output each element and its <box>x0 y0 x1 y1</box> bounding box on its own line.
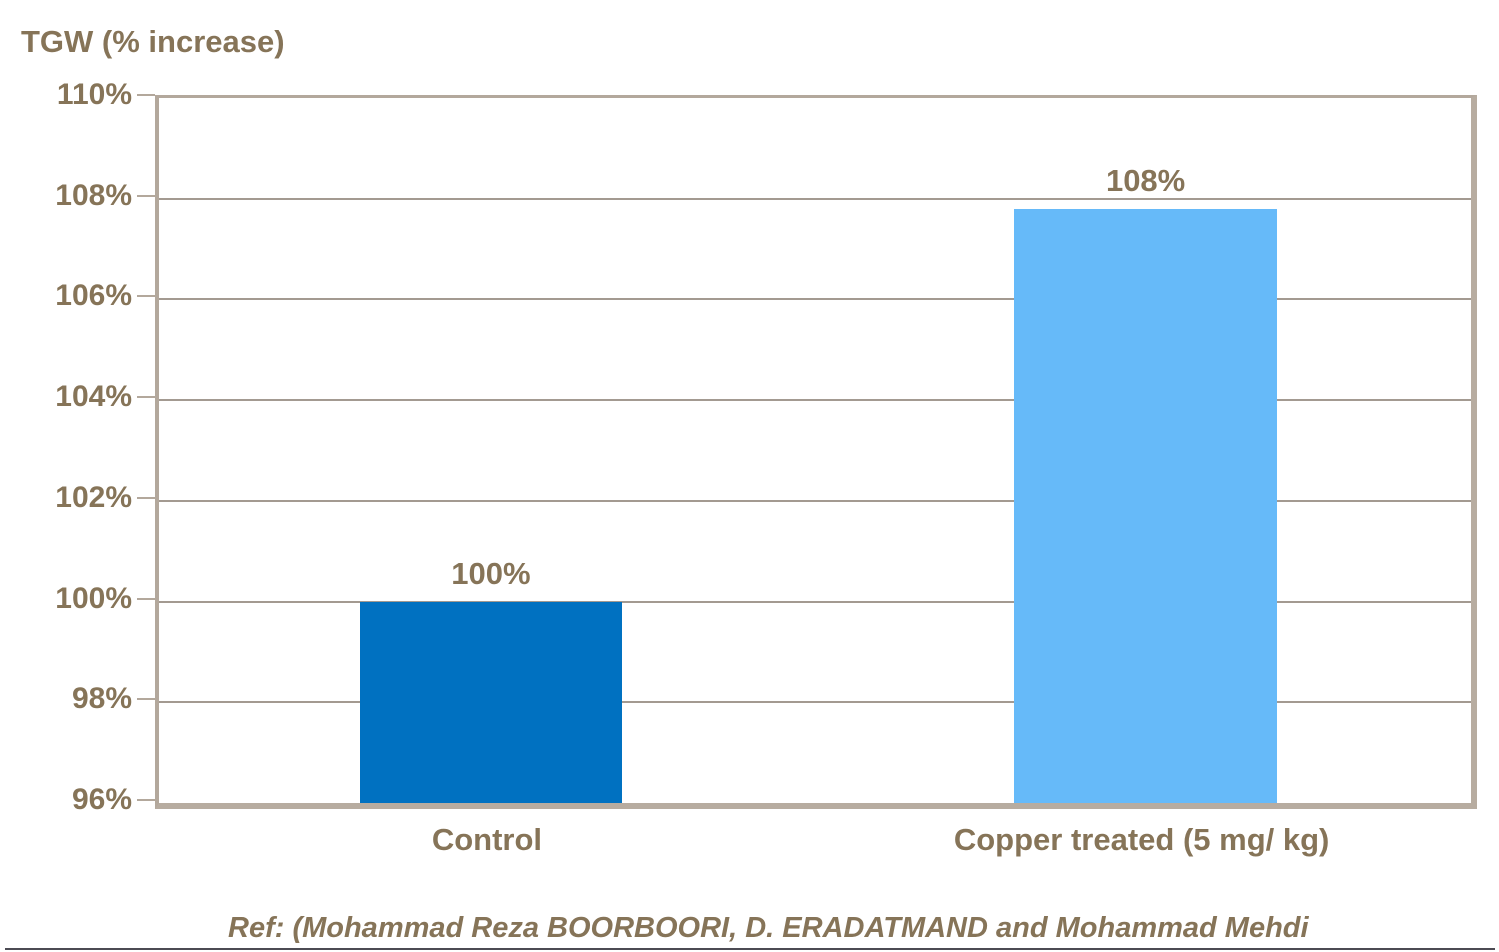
gridline <box>159 399 1471 402</box>
gridline <box>159 499 1471 502</box>
y-axis-tick <box>137 698 155 701</box>
y-axis-tick <box>137 396 155 399</box>
bar-copper-treated <box>1014 208 1277 803</box>
y-axis-tick <box>137 597 155 600</box>
y-axis-title: TGW (% increase) <box>21 24 285 59</box>
bar-value-label: 108% <box>1105 162 1186 198</box>
y-axis-tick <box>137 496 155 499</box>
y-axis-tick <box>137 295 155 298</box>
bar-value-label: 100% <box>451 555 531 591</box>
y-axis-label: 106% <box>55 279 132 313</box>
bottom-rule <box>5 948 1495 950</box>
y-axis-tick <box>137 799 155 801</box>
plot-area: 100% 108% <box>155 95 1477 809</box>
y-axis-label: 110% <box>56 78 132 111</box>
x-axis-category-label: Control <box>431 822 543 857</box>
y-axis-label: 100% <box>55 581 132 615</box>
gridline <box>159 701 1471 704</box>
y-axis-label: 96% <box>71 783 132 816</box>
y-axis-label: 104% <box>55 380 132 414</box>
bar-control <box>359 601 623 803</box>
gridline <box>159 298 1471 301</box>
y-axis-tick <box>137 194 155 197</box>
x-axis-category-label: Copper treated (5 mg/ kg) <box>953 822 1330 857</box>
gridline <box>159 197 1471 200</box>
y-axis-tick <box>137 94 155 96</box>
y-axis-label: 98% <box>71 682 132 716</box>
reference-citation: Ref: (Mohammad Reza BOORBOORI, D. ERADAT… <box>228 912 1309 944</box>
y-axis-label: 108% <box>55 178 132 212</box>
gridline <box>159 600 1471 603</box>
y-axis-label: 102% <box>55 480 132 514</box>
